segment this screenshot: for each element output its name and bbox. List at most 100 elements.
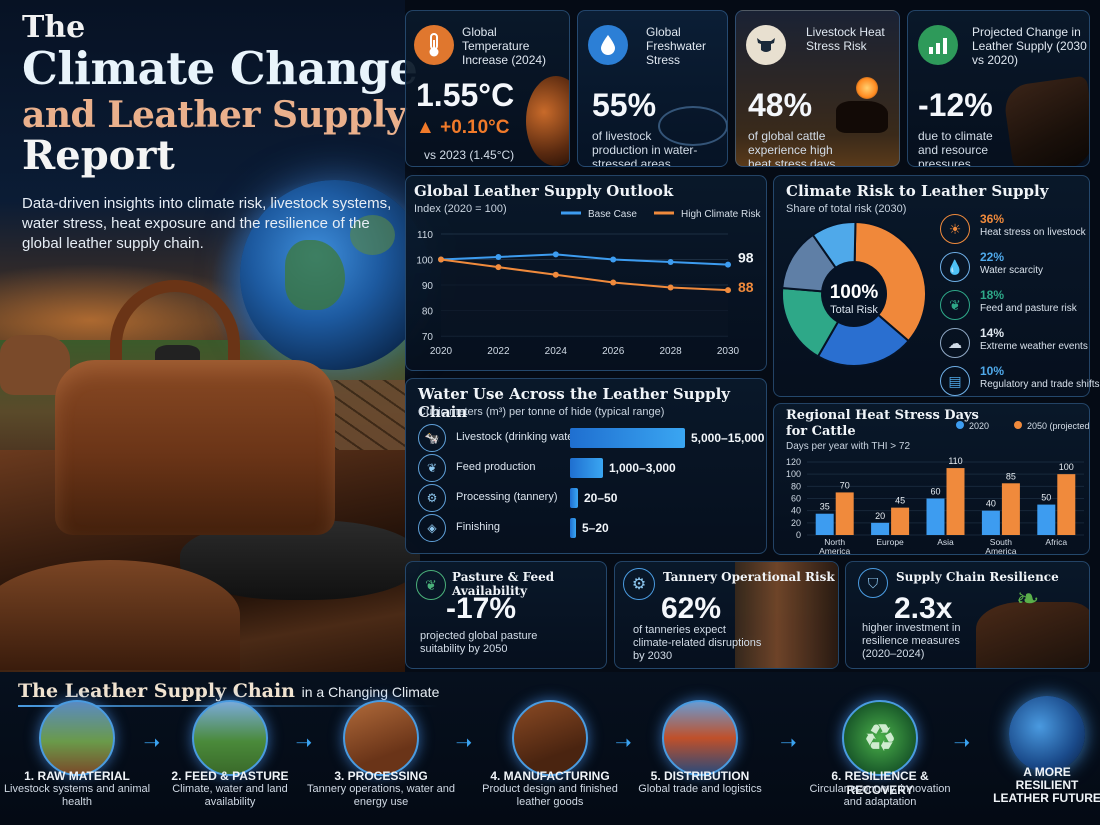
step-description: Global trade and logistics xyxy=(638,783,762,795)
water-drop-icon: 💧 xyxy=(940,252,970,282)
card-sub: of tanneries expect climate-related disr… xyxy=(633,624,762,662)
pasture-card: ❦ Pasture & Feed Availability -17% proje… xyxy=(405,561,607,669)
data-point xyxy=(495,253,502,260)
supply-chain-title-tail: in a Changing Climate xyxy=(301,684,440,700)
water-row-label: Feed production xyxy=(456,461,536,473)
risk-label: Water scarcity xyxy=(980,265,1043,276)
y-tick-label: 60 xyxy=(791,494,801,504)
heat-bar xyxy=(926,498,945,535)
x-tick-label: 2026 xyxy=(602,346,625,357)
step-title: 1. RAW MATERIAL xyxy=(24,769,130,783)
end-label-base: 98 xyxy=(738,250,754,266)
y-tick-label: 100 xyxy=(416,256,433,267)
heat-bar xyxy=(835,492,854,535)
risk-pct: 36% xyxy=(980,212,1005,226)
cow-photo-icon xyxy=(39,700,115,776)
pie-slice xyxy=(811,221,857,270)
y-tick-label: 100 xyxy=(786,469,801,479)
water-row-label: Processing (tannery) xyxy=(456,491,558,503)
arrow-right-icon: ➝ xyxy=(143,732,161,754)
sprout-image: ❧ xyxy=(1016,583,1040,614)
y-tick-label: 120 xyxy=(786,457,801,467)
kpi-card-temperature: Global Temperature Increase (2024) 1.55°… xyxy=(405,10,570,167)
water-row-value: 1,000–3,000 xyxy=(609,461,676,475)
bar-chart-icon xyxy=(918,25,958,65)
kpi-delta: ▲ +0.10°C xyxy=(416,117,510,139)
report-title-line1: Climate Change xyxy=(22,42,418,95)
gear-icon: ⚙ xyxy=(418,484,446,512)
leather-hides-image xyxy=(0,560,240,670)
pie-slice xyxy=(853,220,927,343)
risk-pct: 22% xyxy=(980,250,1005,264)
x-tick-label: Asia xyxy=(937,537,954,547)
y-tick-label: 110 xyxy=(417,230,433,241)
arrow-right-icon: ➝ xyxy=(455,732,473,754)
report-title-the: The xyxy=(22,10,86,45)
water-row-bar xyxy=(570,428,685,448)
area-fill xyxy=(441,259,728,336)
shield-leaf-icon: ⛉ xyxy=(858,568,888,598)
kpi-label: Livestock Heat Stress Risk xyxy=(806,25,885,53)
water-row-bar xyxy=(570,488,578,508)
heat-bar xyxy=(1057,474,1076,535)
legend-label: 2050 (projected) xyxy=(1027,421,1090,431)
data-point xyxy=(495,264,502,271)
water-row-label: Livestock (drinking water) xyxy=(456,431,581,443)
risk-pct: 14% xyxy=(980,326,1005,340)
bar-value-label: 70 xyxy=(840,480,850,490)
card-title: Tannery Operational Risk xyxy=(663,570,835,584)
sprout-icon: ❦ xyxy=(416,570,446,600)
water-row-bar xyxy=(570,458,603,478)
kpi-sub: of livestock production in water-stresse… xyxy=(592,129,698,167)
heat-stress-panel: Regional Heat Stress Days for Cattle Day… xyxy=(773,403,1090,555)
chart-subtitle: Share of total risk (2030) xyxy=(786,203,907,215)
arrow-right-icon: ➝ xyxy=(780,732,797,754)
leather-sprout-image xyxy=(976,602,1089,668)
x-tick-label: South xyxy=(990,537,1012,547)
x-tick-label: 2020 xyxy=(430,346,453,357)
cow-icon xyxy=(746,25,786,65)
supply-chain-title-main: The Leather Supply Chain xyxy=(18,680,295,702)
x-tick-label: Europe xyxy=(876,537,904,547)
card-value: -17% xyxy=(446,592,517,625)
legend-label: High Climate Risk xyxy=(681,209,761,220)
bar-value-label: 100 xyxy=(1059,462,1074,472)
arrow-right-icon: ➝ xyxy=(295,732,313,754)
step-title: 2. FEED & PASTURE xyxy=(171,769,289,783)
heat-bar-chart: 0204060801001203570NorthAmerica2045Europ… xyxy=(786,421,1090,554)
card-sub: higher investment in resilience measures… xyxy=(862,622,961,660)
resilience-card: ❧ ⛉ Supply Chain Resilience 2.3x higher … xyxy=(845,561,1090,669)
card-sub: projected global pasture suitability by … xyxy=(420,630,538,655)
chart-subtitle: Index (2020 = 100) xyxy=(414,203,507,215)
leather-bag-image xyxy=(55,360,335,535)
risk-legend-item: ☀ 36% Heat stress on livestock xyxy=(940,212,1090,248)
bar-value-label: 85 xyxy=(1006,471,1016,481)
kpi-card-heat-stress: Livestock Heat Stress Risk 48% of global… xyxy=(735,10,900,167)
recycle-icon: ♻ xyxy=(842,700,918,776)
bar-value-label: 50 xyxy=(1041,493,1051,503)
chart-title: Climate Risk to Leather Supply xyxy=(786,182,1049,200)
heat-bar xyxy=(946,468,965,535)
data-point xyxy=(438,256,444,263)
gear-icon: ⚙ xyxy=(623,568,655,600)
legend-swatch xyxy=(1014,421,1022,429)
legend-label: Base Case xyxy=(588,209,637,220)
chart-title: for Cattle xyxy=(786,424,856,439)
tannery-image xyxy=(735,562,838,668)
pie-hole xyxy=(823,263,885,325)
water-row-value: 5,000–15,000 xyxy=(691,431,765,445)
report-description: Data-driven insights into climate risk, … xyxy=(22,195,392,252)
water-drop-icon xyxy=(588,25,628,65)
kpi-value: -12% xyxy=(918,87,993,123)
heat-bar xyxy=(871,522,890,535)
bar-value-label: 45 xyxy=(895,496,905,506)
chart-subtitle: Days per year with THI > 72 xyxy=(786,441,911,452)
hot-planet-image xyxy=(526,76,569,166)
step-title: 5. DISTRIBUTION xyxy=(650,769,750,783)
water-row-label: Finishing xyxy=(456,521,501,533)
x-tick-label: 2030 xyxy=(717,346,740,357)
kpi-card-leather-supply: Projected Change in Leather Supply (2030… xyxy=(907,10,1090,167)
step-description: Livestock systems and animal health xyxy=(3,783,151,808)
end-label-high: 88 xyxy=(738,279,754,295)
risk-pct: 10% xyxy=(980,364,1005,378)
